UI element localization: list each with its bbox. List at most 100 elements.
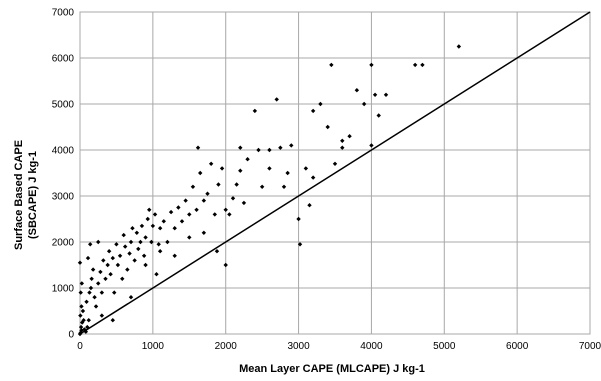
data-point [161,219,166,224]
data-point [108,272,113,277]
data-point [136,246,141,252]
data-point [156,242,161,247]
data-point [132,258,137,263]
reference-line-group [79,11,591,335]
data-point [114,242,119,247]
data-point [201,230,207,235]
data-point [412,62,418,68]
x-tick-label: 5000 [433,341,456,352]
data-point [117,253,123,258]
data-point [103,276,108,281]
data-point [205,191,210,196]
data-point [106,249,112,254]
data-point [87,290,92,295]
data-point [110,255,115,261]
data-point [152,212,158,217]
y-tick-label: 4000 [52,146,75,157]
data-point [130,226,135,231]
y-tick-labels: 0 1000 2000 3000 4000 5000 6000 7000 [52,8,75,341]
y-tick-label: 2000 [52,238,75,249]
y-tick-label: 0 [68,330,74,341]
data-point [214,249,220,254]
data-point [195,145,201,150]
y-tick-label: 3000 [52,192,75,203]
y-tick-label: 5000 [52,100,75,111]
data-point [234,182,239,187]
data-point [187,212,192,217]
data-point [223,207,228,212]
data-point [88,242,93,247]
data-point [115,262,121,268]
data-point [297,242,303,247]
data-point [122,244,128,249]
data-point [187,235,192,240]
data-point [230,196,236,201]
data-point [420,62,425,68]
data-point [310,108,316,114]
x-axis-label: Mean Layer CAPE (MLCAPE) J kg-1 [239,363,425,375]
data-point [168,209,174,215]
data-point [143,262,148,268]
data-point [198,170,203,176]
data-point [105,262,110,268]
data-point [219,166,225,171]
data-point [139,223,145,229]
data-point [157,249,163,254]
data-point [127,251,132,256]
data-point [150,223,156,229]
data-point [281,184,287,189]
data-point [99,313,105,318]
data-point [88,285,94,291]
data-point [141,253,147,258]
one-to-one-line [79,11,591,335]
y-tick-label: 1000 [52,284,75,295]
data-point [310,175,316,180]
data-point [256,147,261,153]
data-point [376,113,381,118]
data-point [99,290,105,295]
data-point [81,318,86,323]
data-points [77,44,462,337]
y-axis-label: Surface Based CAPE (SBCAPE) J kg-1 [13,140,39,250]
x-tick-label: 0 [77,341,83,352]
data-point [78,313,83,318]
data-point [212,212,217,217]
data-point [245,157,250,162]
data-point [208,161,214,166]
data-point [78,324,84,330]
data-point [120,276,125,281]
data-point [83,329,89,334]
data-point [318,101,323,107]
data-point [138,239,143,245]
x-tick-label: 4000 [360,341,383,352]
data-point [296,216,301,222]
x-tick-label: 7000 [579,341,601,352]
data-point [307,203,312,208]
data-point [157,226,163,231]
data-point [252,108,258,114]
data-point [216,182,221,187]
data-point [340,145,345,150]
data-point [98,269,103,275]
data-point [96,239,101,245]
data-point [238,145,243,150]
data-point [325,124,330,130]
data-point [147,207,152,212]
data-point [194,207,199,212]
x-tick-labels: 0 1000 2000 3000 4000 5000 6000 7000 [77,341,601,352]
x-tick-label: 3000 [287,341,310,352]
y-tick-label: 6000 [52,54,75,65]
data-point [285,170,290,176]
data-point [78,290,83,295]
data-point [77,260,83,265]
data-point [79,281,85,286]
data-point [347,134,352,139]
data-point [110,318,115,323]
data-point [80,308,86,314]
data-point [340,138,345,143]
data-point [128,239,134,245]
data-point [267,147,272,153]
data-point [259,184,265,189]
data-point [361,101,367,107]
